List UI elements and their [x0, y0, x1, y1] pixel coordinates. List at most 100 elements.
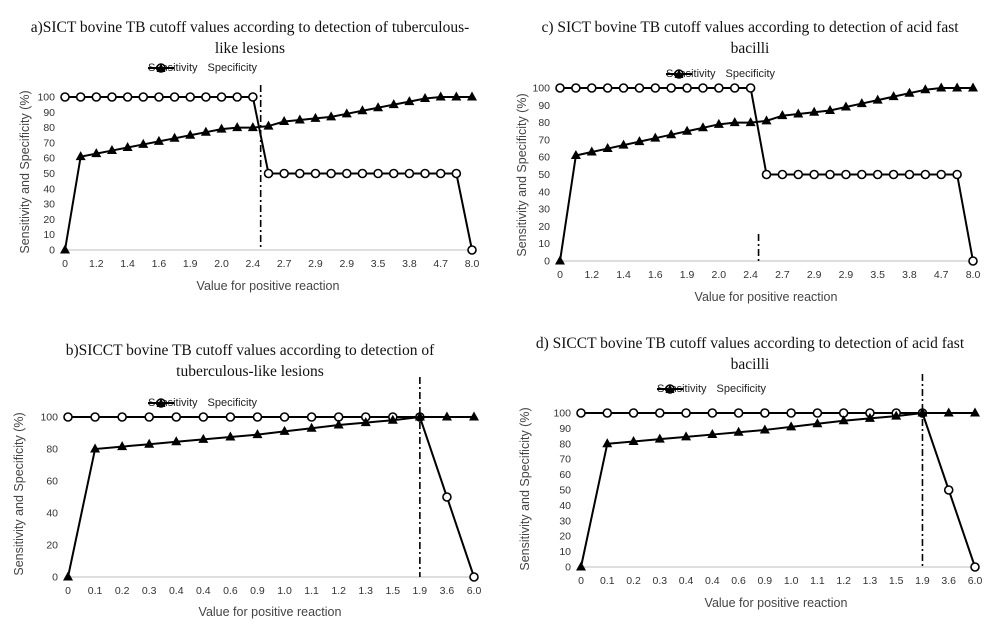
sensitivity-point — [628, 408, 639, 418]
chart-title-line: d) SICCT bovine TB cutoff values accordi… — [535, 335, 965, 352]
specificity-point — [681, 431, 692, 441]
specificity-point — [404, 96, 415, 106]
sensitivity-point — [618, 83, 629, 93]
chart-title: b)SICCT bovine TB cutoff values accordin… — [0, 340, 500, 382]
sensitivity-point — [252, 412, 263, 422]
specificity-point — [225, 431, 236, 441]
chart-title-line: a)SICT bovine TB cutoff values according… — [30, 19, 470, 36]
specificity-point — [586, 146, 597, 156]
specificity-point — [838, 415, 849, 425]
specificity-legend-key — [666, 69, 692, 78]
specificity-point — [326, 111, 337, 121]
sensitivity-point — [809, 169, 819, 180]
sensitivity-point — [154, 92, 164, 102]
y-tick-label: 10 — [43, 229, 55, 241]
x-tick-label: 0 — [62, 258, 68, 270]
y-tick-label: 80 — [538, 117, 550, 129]
y-tick-label: 40 — [559, 500, 571, 512]
specificity-point — [117, 441, 128, 451]
y-tick-label: 100 — [40, 412, 58, 424]
sensitivity-point — [970, 562, 980, 572]
chart-title-line: c) SICT bovine TB cutoff values accordin… — [541, 19, 959, 36]
sensitivity-point — [872, 169, 883, 180]
sensitivity-point — [122, 92, 133, 102]
chart-title-line: like lesions — [214, 40, 286, 57]
sensitivity-point — [232, 92, 242, 102]
x-tick-label: 0.9 — [758, 575, 773, 587]
x-tick-label: 0.4 — [705, 575, 720, 587]
x-tick-label: 2.9 — [339, 258, 354, 270]
sensitivity-point — [761, 169, 772, 180]
specificity-point — [864, 412, 875, 422]
y-tick-label: 20 — [43, 214, 55, 226]
specificity-point — [263, 120, 274, 130]
specificity-point — [713, 118, 724, 128]
sensitivity-point — [306, 412, 317, 422]
specificity-point — [970, 407, 980, 417]
sensitivity-point — [295, 168, 305, 179]
y-tick-label: 70 — [559, 454, 571, 466]
sensitivity-point — [388, 168, 399, 179]
sensitivity-point — [60, 92, 70, 102]
sensitivity-point — [904, 169, 915, 180]
x-tick-label: 1.9 — [413, 585, 428, 597]
x-tick-label: 2.0 — [712, 269, 727, 281]
y-tick-label: 60 — [46, 476, 58, 488]
specificity-point — [279, 425, 290, 435]
x-tick-label: 0.3 — [142, 585, 157, 597]
chart-plot-a: 0 10 20 30 40 50 60 70 80 90 100 0 1.2 1.4 1.6 1.9 2.0 2.… — [37, 85, 479, 270]
sensitivity-point — [341, 168, 352, 179]
y-tick-label: 80 — [559, 438, 571, 450]
chart-panel-a: a)SICT bovine TB cutoff values according… — [0, 0, 500, 313]
specificity-point — [169, 132, 180, 142]
specificity-point — [341, 108, 352, 118]
x-tick-label: 1.0 — [277, 585, 292, 597]
sensitivity-point — [169, 92, 180, 102]
y-tick-label: 30 — [538, 204, 550, 216]
y-tick-label: 70 — [538, 134, 550, 146]
specificity-point — [793, 108, 804, 118]
y-tick-label: 20 — [538, 221, 550, 233]
specificity-point — [63, 571, 73, 581]
sensitivity-point — [825, 169, 835, 180]
sensitivity-point — [793, 169, 804, 180]
sensitivity-point — [201, 92, 211, 102]
x-tick-label: 2.7 — [775, 269, 790, 281]
x-tick-label: 2.9 — [807, 269, 822, 281]
specificity-point — [697, 122, 708, 132]
specificity-point — [420, 93, 431, 103]
specificity-point — [891, 410, 902, 420]
sensitivity-point — [786, 408, 796, 418]
specificity-point — [920, 84, 931, 94]
specificity-point — [654, 433, 665, 443]
sensitivity-point — [107, 92, 117, 102]
x-tick-label: 2.7 — [277, 258, 292, 270]
sensitivity-point — [952, 169, 962, 180]
specificity-point — [917, 407, 928, 417]
x-tick-label: 0.4 — [679, 575, 694, 587]
chart-legend: Sensitivity Specificity — [148, 397, 261, 409]
sensitivity-point — [714, 83, 724, 93]
specificity-point — [943, 407, 954, 417]
sensitivity-point — [888, 169, 899, 180]
y-tick-label: 30 — [43, 199, 55, 211]
sensitivity-point — [586, 83, 597, 93]
sensitivity-point — [420, 168, 430, 179]
y-tick-label: 90 — [43, 107, 55, 119]
specificity-point — [968, 82, 978, 92]
specificity-point — [904, 87, 915, 97]
specificity-point — [733, 426, 744, 436]
specificity-point — [360, 417, 371, 427]
sensitivity-line — [581, 412, 976, 568]
x-tick-label: 1.9 — [680, 269, 695, 281]
sensitivity-point — [279, 168, 289, 179]
chart-plot-b: 0 20 40 60 80 100 0 0.1 0.2 0.3 0.4 0.4 0.6 0.9 1.0 1.1… — [40, 377, 481, 597]
y-tick-label: 10 — [559, 546, 571, 558]
x-tick-label: 0.2 — [115, 585, 130, 597]
specificity-point — [435, 91, 446, 101]
sensitivity-point — [75, 92, 86, 102]
specificity-point — [90, 443, 101, 453]
chart-panel-c: c) SICT bovine TB cutoff values accordin… — [500, 0, 1000, 313]
specificity-point — [602, 438, 613, 448]
sensitivity-point — [745, 83, 756, 93]
